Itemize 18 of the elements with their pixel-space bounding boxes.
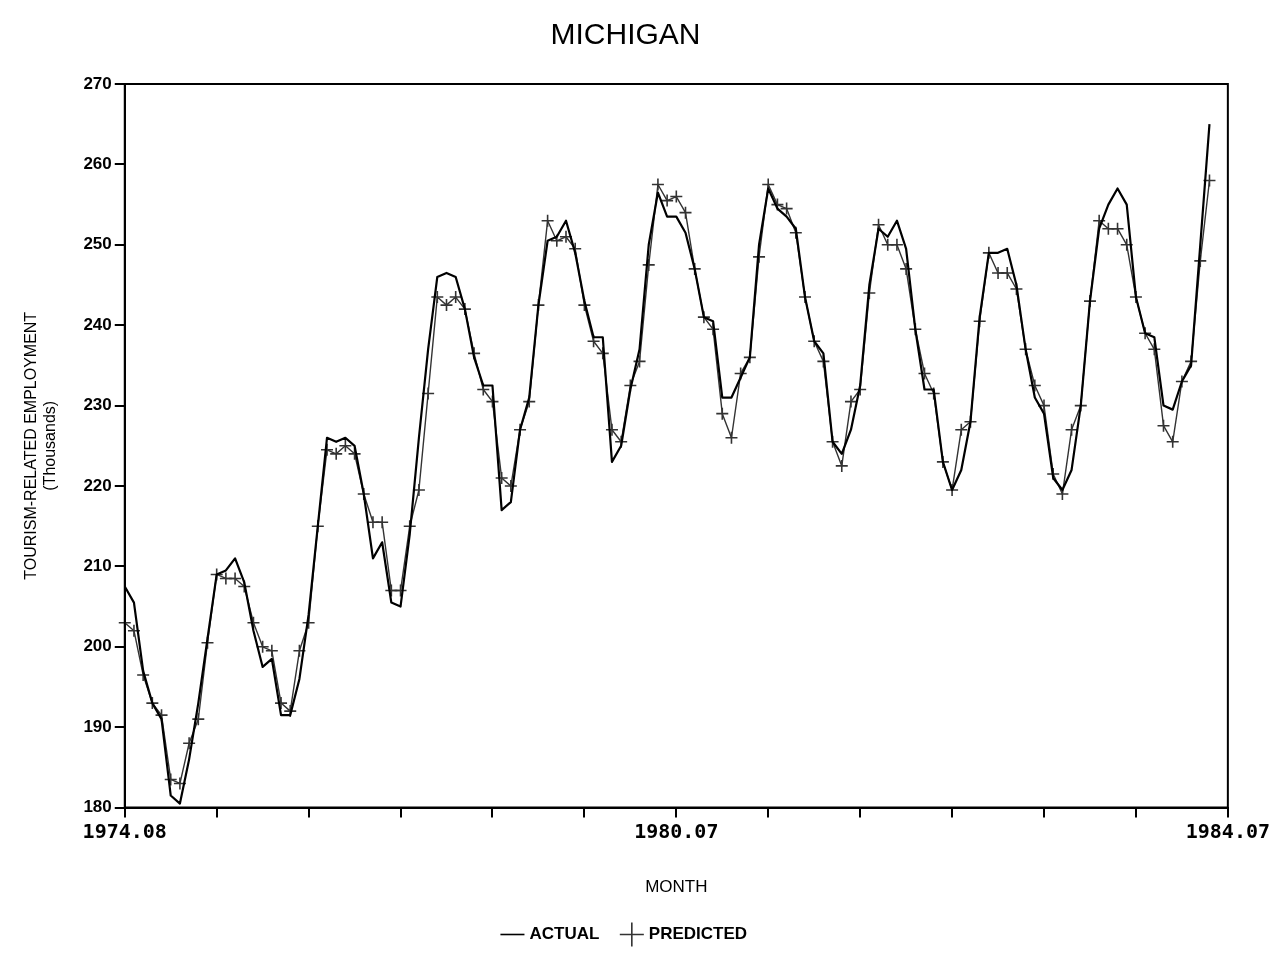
- x-tick-label: 1984.07: [1185, 818, 1270, 843]
- legend-label: PREDICTED: [648, 924, 748, 944]
- y-tick-label: 230: [83, 395, 112, 415]
- y-tick-label: 210: [83, 556, 112, 576]
- y-tick-label: 260: [83, 154, 112, 174]
- y-tick-label: 190: [83, 716, 112, 736]
- y-tick-label: 270: [83, 73, 112, 93]
- legend-label: ACTUAL: [529, 924, 600, 944]
- y-tick-label: 180: [83, 797, 112, 817]
- y-tick-label: 220: [83, 475, 112, 495]
- y-tick-label: 250: [83, 234, 112, 254]
- chart-title: MICHIGAN: [550, 17, 701, 51]
- x-axis-title: MONTH: [645, 877, 708, 897]
- y-axis-title: TOURISM-RELATED EMPLOYMENT (Thousands): [22, 311, 59, 580]
- x-tick-label: 1980.07: [634, 818, 719, 843]
- y-tick-label: 240: [83, 314, 112, 334]
- x-tick-label: 1974.08: [82, 818, 167, 843]
- y-tick-label: 200: [83, 636, 112, 656]
